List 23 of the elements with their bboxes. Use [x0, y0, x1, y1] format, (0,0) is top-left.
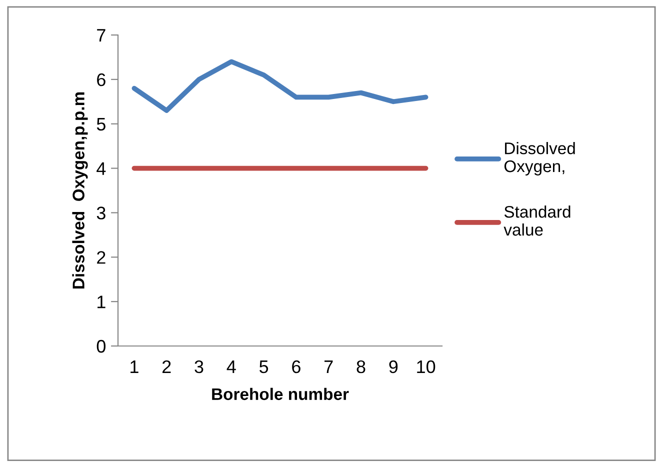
y-tick-label: 0: [96, 340, 106, 353]
y-tick-label: 1: [98, 296, 106, 308]
x-tick-label: 1: [130, 360, 138, 373]
x-tick-label: 6: [292, 360, 300, 374]
y-tick-label: 7: [97, 29, 106, 42]
x-tick-label: 7: [324, 360, 333, 373]
x-tick-label: 5: [260, 360, 268, 374]
legend-label: Standard value: [504, 206, 570, 236]
x-tick-label: 2: [162, 360, 171, 373]
y-tick-label: 4: [96, 162, 106, 175]
x-tick-label: 8: [356, 360, 366, 374]
y-axis-title: Dissolved Oxygen,p.p.m: [72, 92, 88, 288]
y-tick-label: 2: [97, 251, 106, 264]
line-series: [132, 59, 428, 113]
y-tick-label: 3: [96, 206, 106, 220]
x-tick-label: 9: [389, 360, 398, 374]
y-tick-label: 5: [96, 118, 106, 131]
x-tick-label: 3: [194, 360, 204, 374]
x-axis-title: Borehole number: [212, 388, 349, 400]
y-tick-label: 6: [97, 73, 106, 86]
x-tick-label: 10: [417, 360, 436, 374]
legend-label: Dissolved Oxygen,: [504, 142, 575, 176]
x-tick-label: 4: [226, 360, 236, 373]
